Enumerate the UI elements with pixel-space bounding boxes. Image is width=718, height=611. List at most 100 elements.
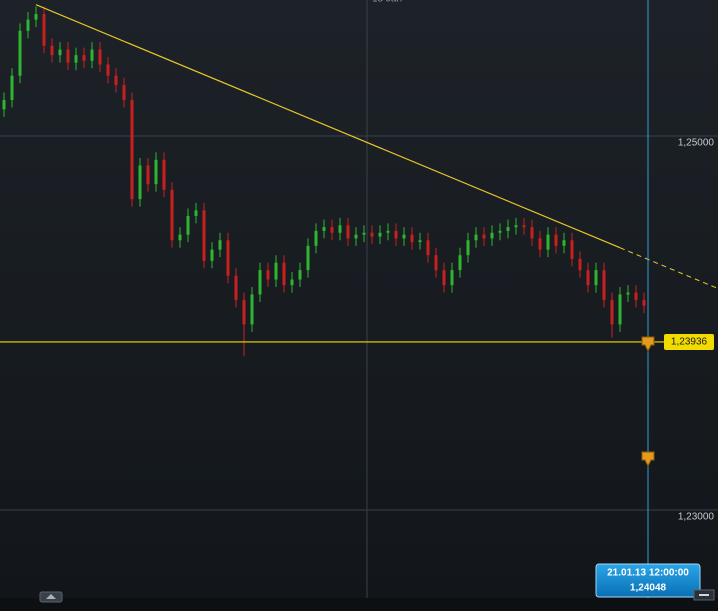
candle-body <box>546 234 550 250</box>
price-badge <box>664 333 714 350</box>
candle-body <box>50 45 54 56</box>
candle-body <box>282 262 286 286</box>
price-badge-label: 1,23936 <box>671 337 708 348</box>
candle-body <box>354 234 358 239</box>
candle-body <box>314 230 318 246</box>
candle-body <box>186 215 190 235</box>
overlays: 1,23936 21.01.13 12:00:00 1,24048 <box>0 0 718 598</box>
candle-body <box>586 270 590 286</box>
candle-body <box>210 249 214 261</box>
candle-body <box>610 300 614 325</box>
candle-body <box>122 85 126 101</box>
candle-body <box>218 240 222 250</box>
candle-body <box>74 55 78 63</box>
candle-body <box>450 270 454 286</box>
candle-body <box>290 279 294 286</box>
candle-body <box>458 255 462 271</box>
candle-body <box>242 300 246 325</box>
candle-body <box>418 240 422 243</box>
candle-body <box>490 232 494 239</box>
crosshair-value: 1,24048 <box>630 583 667 594</box>
candle-body <box>434 255 438 271</box>
candle-body <box>146 165 150 185</box>
candle-body <box>258 270 262 295</box>
candle-body <box>130 100 134 200</box>
grid: 18 Jan 1,23000 1,25000 <box>0 0 718 598</box>
scrollbar <box>0 598 718 611</box>
candle-body <box>306 245 310 271</box>
candle-body <box>194 210 198 216</box>
candle-body <box>538 238 542 250</box>
candle-body <box>370 232 374 237</box>
candle-body <box>234 275 238 301</box>
y-tick-label: 1,25000 <box>678 138 715 149</box>
candle-body <box>466 240 470 256</box>
alert-arrow <box>641 451 655 468</box>
candle-body <box>578 258 582 271</box>
candle-body <box>202 210 206 261</box>
candle-body <box>330 227 334 233</box>
candle-body <box>410 234 414 243</box>
candle-body <box>178 234 182 241</box>
candle-body <box>114 75 118 86</box>
candle-body <box>386 230 390 233</box>
candle-body <box>298 270 302 280</box>
candle-body <box>634 292 638 301</box>
crosshair-date: 21.01.13 12:00:00 <box>607 568 689 579</box>
candle-body <box>570 240 574 259</box>
candle-body <box>322 227 326 231</box>
candle-body <box>362 232 366 235</box>
candle-body <box>138 165 142 200</box>
candle-body <box>162 159 166 190</box>
candle-body <box>34 14 38 20</box>
candle-body <box>250 294 254 325</box>
candle-body <box>10 75 14 101</box>
candle-body <box>90 49 94 61</box>
candles <box>2 6 646 357</box>
candle-body <box>154 159 158 185</box>
candle-body <box>394 230 398 239</box>
alert-arrow <box>641 336 655 353</box>
candle-body <box>26 19 30 31</box>
candle-body <box>498 230 502 233</box>
candle-body <box>482 234 486 239</box>
trendline <box>35 4 621 249</box>
candle-body <box>426 240 430 256</box>
candle-body <box>594 270 598 286</box>
candle-body <box>346 225 350 239</box>
candle-body <box>642 300 646 306</box>
scroll-arrow <box>46 594 56 599</box>
candle-body <box>562 240 566 246</box>
candle-body <box>378 232 382 237</box>
candle-body <box>2 100 6 110</box>
candle-body <box>266 270 270 280</box>
candle-body <box>18 30 22 76</box>
candle-body <box>106 64 110 76</box>
candle-body <box>338 225 342 233</box>
candle-body <box>442 270 446 286</box>
candle-body <box>626 292 630 295</box>
candle-body <box>66 49 70 63</box>
candle-body <box>514 225 518 228</box>
candle-body <box>98 49 102 65</box>
candle-body <box>58 49 62 56</box>
candle-body <box>602 270 606 301</box>
candle-body <box>522 225 526 228</box>
candle-body <box>618 294 622 325</box>
candle-body <box>226 240 230 276</box>
candle-body <box>506 227 510 231</box>
candle-body <box>42 14 46 46</box>
candle-body <box>82 55 86 61</box>
y-tick-label: 1,23000 <box>678 512 715 523</box>
candle-body <box>474 234 478 241</box>
candle-body <box>274 262 278 280</box>
candle-body <box>402 234 406 239</box>
candle-body <box>170 189 174 241</box>
candle-body <box>530 227 534 239</box>
x-axis-label: 18 Jan <box>372 0 402 5</box>
candle-body <box>554 234 558 246</box>
crosshair-box <box>595 563 701 598</box>
